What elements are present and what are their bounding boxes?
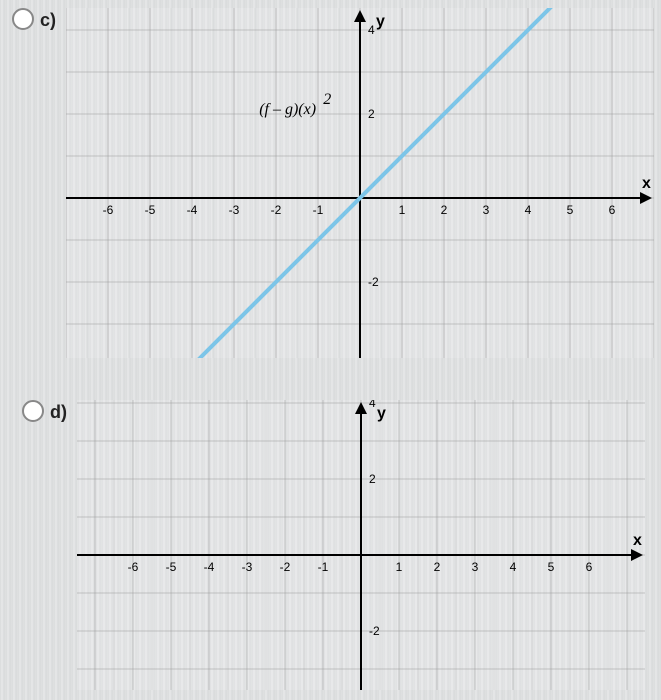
- graph-svg-c: -6-5-4-3-2-1123456-6-4-2246yx(f – g)(x)2: [66, 8, 654, 358]
- option-c: c)-6-5-4-3-2-1123456-6-4-2246yx(f – g)(x…: [12, 8, 654, 358]
- x-tick-label: 3: [472, 560, 479, 574]
- y-tick-label: 4: [369, 400, 376, 410]
- graph-c: -6-5-4-3-2-1123456-6-4-2246yx(f – g)(x)2: [66, 8, 654, 358]
- option-d: d)-6-5-4-3-2-1123456-6-4-2246yx(f – g)(x…: [22, 400, 645, 690]
- x-tick-label: -4: [204, 560, 215, 574]
- x-tick-label: -5: [166, 560, 177, 574]
- graph-d: -6-5-4-3-2-1123456-6-4-2246yx(f – g)(x): [77, 400, 645, 690]
- x-tick-label: -1: [318, 560, 329, 574]
- y-tick-label: 2: [368, 107, 375, 121]
- x-tick-label: 3: [483, 203, 490, 217]
- x-tick-label: -5: [145, 203, 156, 217]
- radio-c[interactable]: [12, 8, 34, 30]
- x-tick-label: -3: [242, 560, 253, 574]
- x-tick-label: -2: [280, 560, 291, 574]
- x-axis-label: x: [633, 532, 642, 549]
- y-axis-label: y: [376, 13, 385, 30]
- x-tick-label: 1: [396, 560, 403, 574]
- function-label: (f – g)(x): [259, 101, 316, 118]
- x-tick-label: -6: [128, 560, 139, 574]
- y-tick-label: -2: [368, 275, 379, 289]
- x-tick-label: -1: [313, 203, 324, 217]
- x-tick-label: 4: [525, 203, 532, 217]
- x-tick-label: 1: [399, 203, 406, 217]
- y-tick-label: 4: [368, 23, 375, 37]
- option-label-d: d): [50, 402, 67, 423]
- y-tick-label: -2: [369, 624, 380, 638]
- x-tick-label: -2: [271, 203, 282, 217]
- x-tick-label: 6: [586, 560, 593, 574]
- y-tick-label: 2: [369, 472, 376, 486]
- x-tick-label: -6: [103, 203, 114, 217]
- x-tick-label: -4: [187, 203, 198, 217]
- option-label-c: c): [40, 10, 56, 31]
- x-tick-label: 2: [441, 203, 448, 217]
- graph-svg-d: -6-5-4-3-2-1123456-6-4-2246yx(f – g)(x): [77, 400, 645, 690]
- x-tick-label: -3: [229, 203, 240, 217]
- x-tick-label: 4: [510, 560, 517, 574]
- radio-d[interactable]: [22, 400, 44, 422]
- x-tick-label: 6: [609, 203, 616, 217]
- x-axis-label: x: [642, 175, 651, 192]
- x-tick-label: 5: [548, 560, 555, 574]
- x-tick-label: 2: [434, 560, 441, 574]
- y-axis-label: y: [377, 405, 386, 422]
- x-tick-label: 5: [567, 203, 574, 217]
- function-label-sup: 2: [323, 91, 331, 108]
